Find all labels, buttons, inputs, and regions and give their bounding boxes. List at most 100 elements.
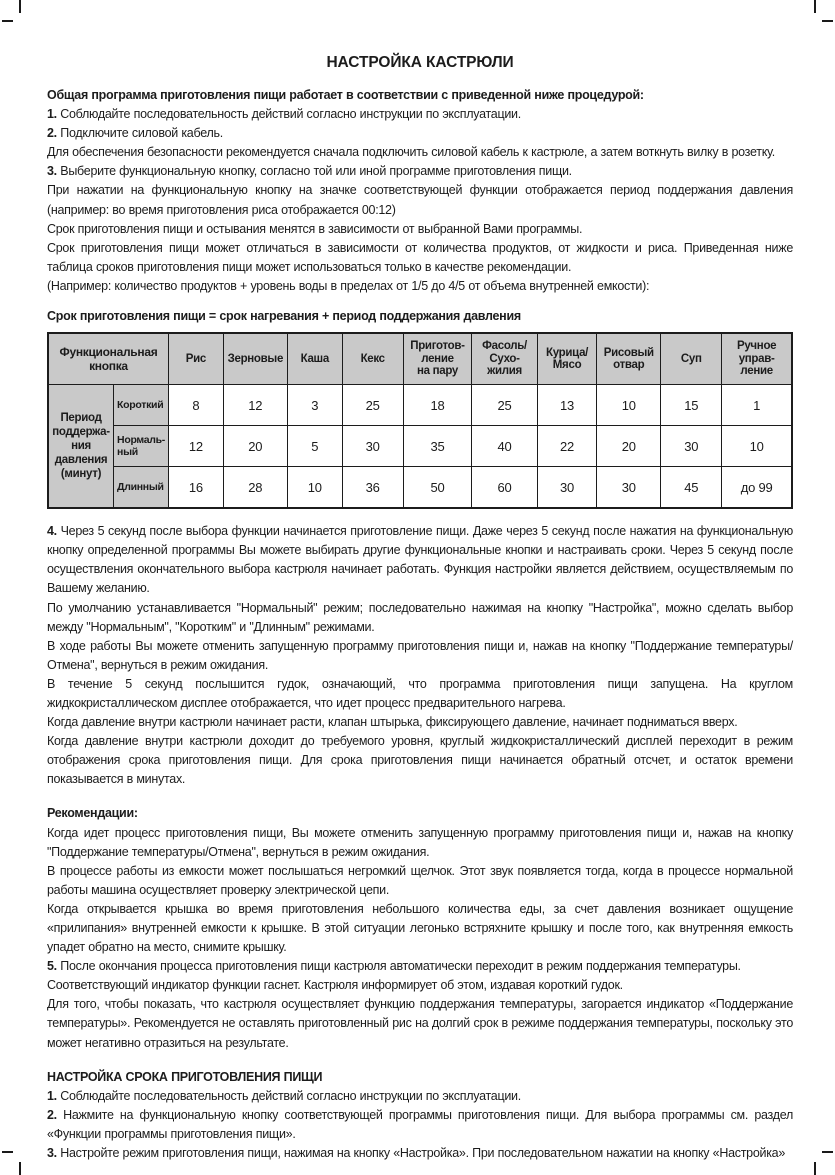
step-number: 4. xyxy=(47,524,57,539)
crop-mark-bottom-right-vertical xyxy=(814,1162,816,1175)
paragraph-text: Срок приготовления пищи и остывания меня… xyxy=(47,221,583,236)
table-cell: 20 xyxy=(596,425,662,468)
paragraph: По умолчанию устанавливается "Нормальный… xyxy=(47,599,793,637)
crop-mark-bottom-right-horizontal xyxy=(822,1151,833,1153)
table-cell: 18 xyxy=(402,384,473,427)
paragraph-text: Срок приготовления пищи может отличаться… xyxy=(47,240,793,274)
table-header-row: Функциональная кнопка Рис Зерновые Каша … xyxy=(47,332,793,386)
table-column-header: Зерновые xyxy=(222,332,288,386)
paragraph-text: Когда давление внутри кастрюли доходит д… xyxy=(47,734,793,787)
table-cell: 12 xyxy=(222,384,288,427)
paragraph-text: По умолчанию устанавливается "Нормальный… xyxy=(47,600,793,634)
paragraph: Срок приготовления пищи и остывания меня… xyxy=(47,220,793,239)
table-cell: 36 xyxy=(341,466,404,509)
step-number: 3. xyxy=(47,164,57,179)
page-content: НАСТРОЙКА КАСТРЮЛИ Общая программа приго… xyxy=(47,54,793,1163)
table-row-label: Длинный xyxy=(113,466,169,509)
paragraph-text: Настройте режим приготовления пищи, нажи… xyxy=(56,1146,786,1161)
crop-mark-bottom-left-horizontal xyxy=(2,1151,13,1153)
paragraph: 1. Соблюдайте последовательность действи… xyxy=(47,105,793,124)
crop-mark-bottom-left-vertical xyxy=(19,1162,21,1175)
table-column-header: Каша xyxy=(286,332,343,386)
section-time-setting: НАСТРОЙКА СРОКА ПРИГОТОВЛЕНИЯ ПИЩИ 1. Со… xyxy=(47,1068,793,1163)
procedure-heading: Общая программа приготовления пищи работ… xyxy=(47,88,644,102)
table-cell: 10 xyxy=(721,425,793,468)
crop-mark-top-left-horizontal xyxy=(2,20,13,22)
paragraph-text: Соответствующий индикатор функции гаснет… xyxy=(47,978,623,993)
paragraph-text: В процессе работы из емкости может послы… xyxy=(47,863,793,897)
paragraph-text: (Например: количество продуктов + уровен… xyxy=(47,278,650,293)
table-column-header: Курица/ Мясо xyxy=(536,332,598,386)
paragraph-text: Для того, чтобы показать, что кастрюля о… xyxy=(47,997,793,1050)
table-cell: 45 xyxy=(660,466,723,509)
table-cell: 30 xyxy=(536,466,598,509)
table-cell: 40 xyxy=(471,425,538,468)
paragraph-text: Когда открывается крышка во время пригот… xyxy=(47,901,793,955)
paragraph: 2. Подключите силовой кабель. xyxy=(47,124,793,143)
table-cell: 3 xyxy=(286,384,343,427)
table-row-label: Короткий xyxy=(113,384,169,427)
table-cell: 22 xyxy=(536,425,598,468)
table-cell: 8 xyxy=(167,384,224,427)
paragraph: В течение 5 секунд послышится гудок, озн… xyxy=(47,675,793,713)
table-column-header: Кекс xyxy=(341,332,404,386)
table-cell: 15 xyxy=(660,384,723,427)
table-cell: 12 xyxy=(167,425,224,468)
paragraph: В ходе работы Вы можете отменить запущен… xyxy=(47,637,793,675)
table-column-header: Суп xyxy=(660,332,723,386)
table-cell: до 99 xyxy=(721,466,793,509)
paragraph: Для обеспечения безопасности рекомендует… xyxy=(47,143,793,162)
paragraph: 5. После окончания процесса приготовлени… xyxy=(47,957,793,976)
paragraph: Когда открывается крышка во время пригот… xyxy=(47,900,793,957)
table-row: Период поддержа- ния давления (минут) Ко… xyxy=(47,384,793,509)
paragraph-text: Когда давление внутри кастрюли начинает … xyxy=(47,715,738,730)
paragraph: Когда давление внутри кастрюли доходит д… xyxy=(47,732,793,789)
paragraph: 2. Нажмите на функциональную кнопку соот… xyxy=(47,1106,793,1144)
crop-mark-top-right-horizontal xyxy=(822,20,833,22)
table-row-group-label: Период поддержа- ния давления (минут) xyxy=(47,384,115,509)
paragraph-text: После окончания процесса приготовления п… xyxy=(56,959,741,974)
table-cell: 10 xyxy=(286,466,343,509)
table-row: Длинный 16 28 10 36 50 60 30 30 45 до 99 xyxy=(48,466,793,509)
section-operation: 4. Через 5 секунд после выбора функции н… xyxy=(47,522,793,789)
paragraph-text: Выберите функциональную кнопку, согласно… xyxy=(56,164,572,179)
step-number: 2. xyxy=(47,1107,57,1122)
table-cell: 5 xyxy=(286,425,343,468)
paragraph: 4. Через 5 секунд после выбора функции н… xyxy=(47,522,793,598)
paragraph: 1. Соблюдайте последовательность действи… xyxy=(47,1087,793,1106)
paragraph: (Например: количество продуктов + уровен… xyxy=(47,277,793,296)
step-number: 1. xyxy=(47,107,57,122)
paragraph: 3. Настройте режим приготовления пищи, н… xyxy=(47,1144,793,1163)
table-cell: 50 xyxy=(402,466,473,509)
table-cell: 16 xyxy=(167,466,224,509)
paragraph-text: В течение 5 секунд послышится гудок, озн… xyxy=(47,676,793,710)
table-cell: 25 xyxy=(341,384,404,427)
table-cell: 30 xyxy=(596,466,662,509)
paragraph-text: Нажмите на функциональную кнопку соответ… xyxy=(47,1107,793,1141)
table-caption: Срок приготовления пищи = срок нагревани… xyxy=(47,309,521,324)
table-cell: 20 xyxy=(222,425,288,468)
paragraph: При нажатии на функциональную кнопку на … xyxy=(47,181,793,219)
table-cell: 28 xyxy=(222,466,288,509)
paragraph: Срок приготовления пищи может отличаться… xyxy=(47,239,793,277)
paragraph-text: Соблюдайте последовательность действий с… xyxy=(56,1088,521,1103)
table-row: Нормаль- ный 12 20 5 30 35 40 22 20 30 1… xyxy=(48,425,793,468)
table-cell: 30 xyxy=(341,425,404,468)
paragraph-text: Соблюдайте последовательность действий с… xyxy=(56,107,521,122)
section-procedure: Общая программа приготовления пищи работ… xyxy=(47,86,793,296)
table-column-header: Рисовый отвар xyxy=(596,332,662,386)
table-cell: 30 xyxy=(660,425,723,468)
paragraph: Соответствующий индикатор функции гаснет… xyxy=(47,976,793,995)
table-column-header: Приготов- ление на пару xyxy=(402,332,473,386)
table-cell: 10 xyxy=(596,384,662,427)
table-column-header: Фасоль/ Сухо- жилия xyxy=(471,332,538,386)
paragraph-text: При нажатии на функциональную кнопку на … xyxy=(47,183,793,217)
paragraph: Когда давление внутри кастрюли начинает … xyxy=(47,713,793,732)
paragraph: 3. Выберите функциональную кнопку, согла… xyxy=(47,162,793,181)
cooking-time-table: Функциональная кнопка Рис Зерновые Каша … xyxy=(47,332,793,510)
recommendations-heading: Рекомендации: xyxy=(47,806,138,821)
table-column-header: Ручное управ- ление xyxy=(721,332,793,386)
table-cell: 1 xyxy=(721,384,793,427)
paragraph: Для того, чтобы показать, что кастрюля о… xyxy=(47,995,793,1052)
